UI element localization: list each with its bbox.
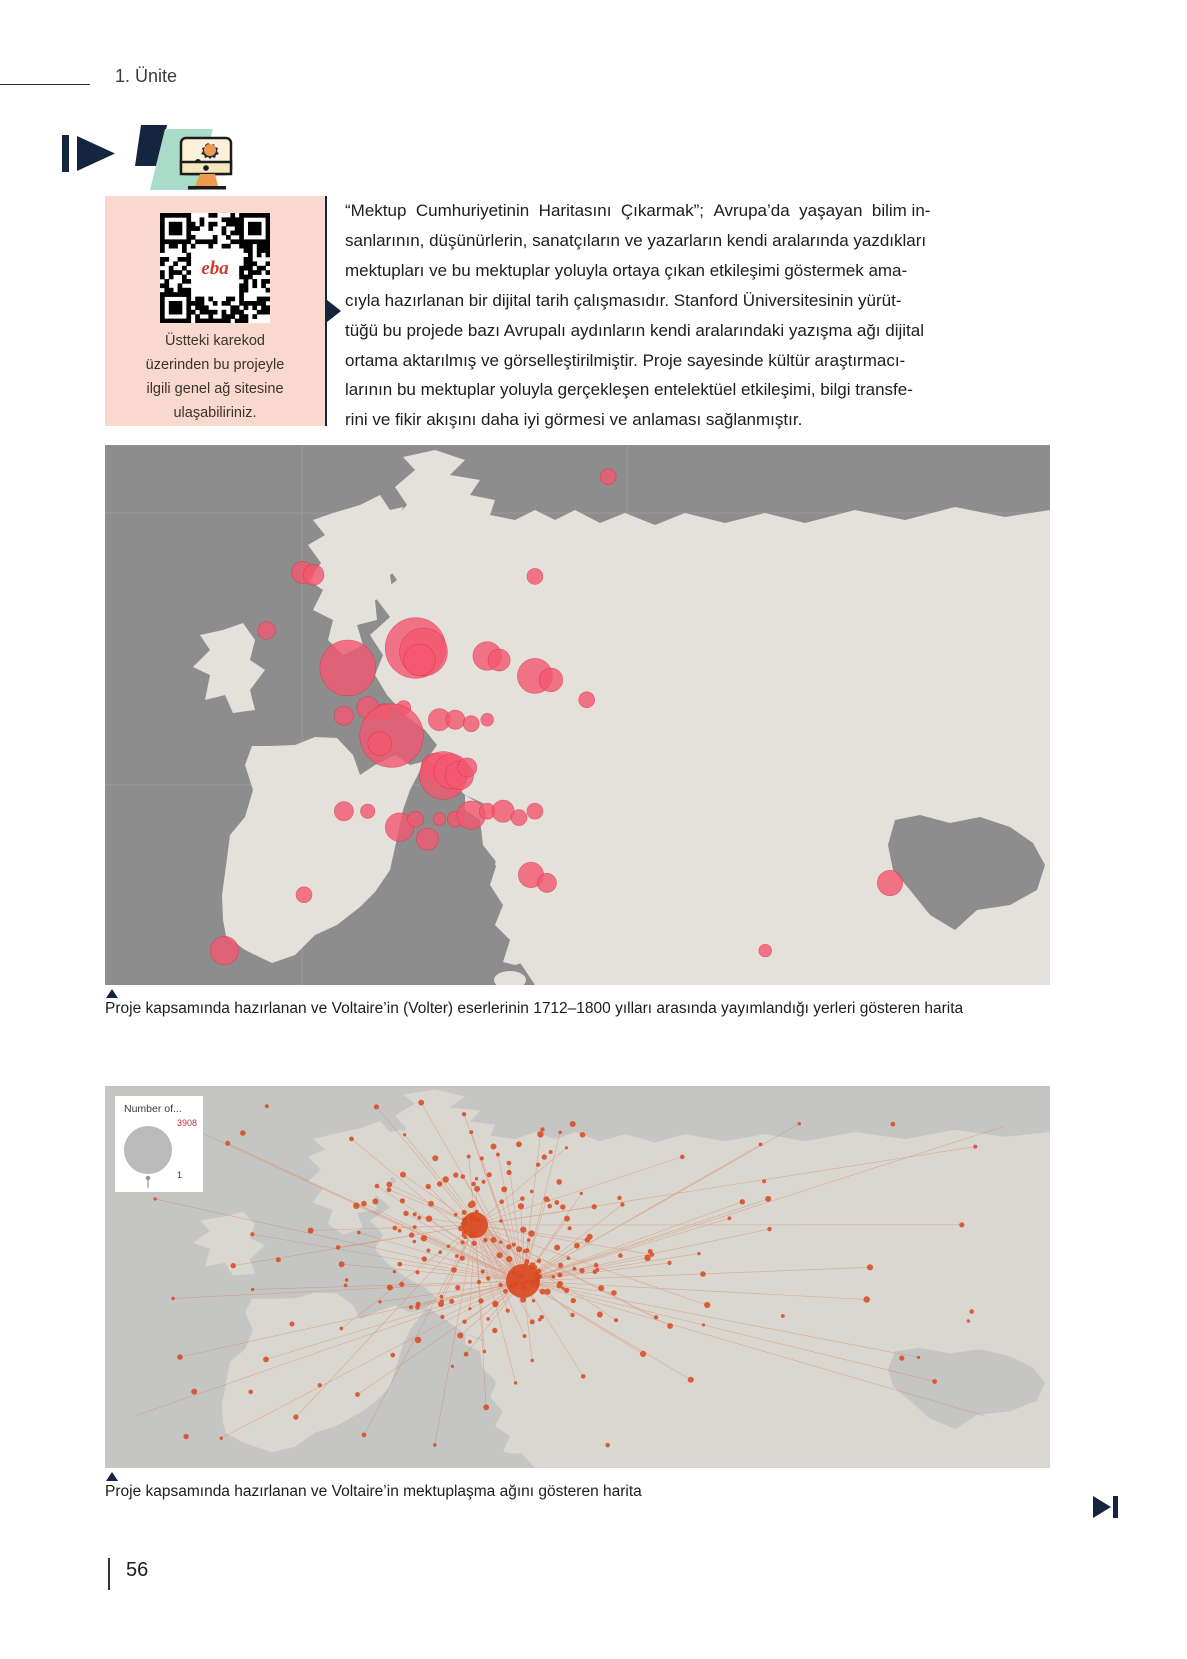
svg-text:eba: eba — [201, 258, 229, 279]
